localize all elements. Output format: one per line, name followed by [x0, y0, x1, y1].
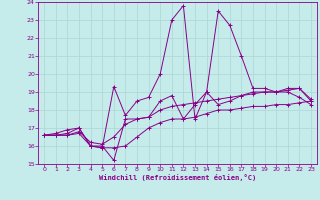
X-axis label: Windchill (Refroidissement éolien,°C): Windchill (Refroidissement éolien,°C) — [99, 174, 256, 181]
